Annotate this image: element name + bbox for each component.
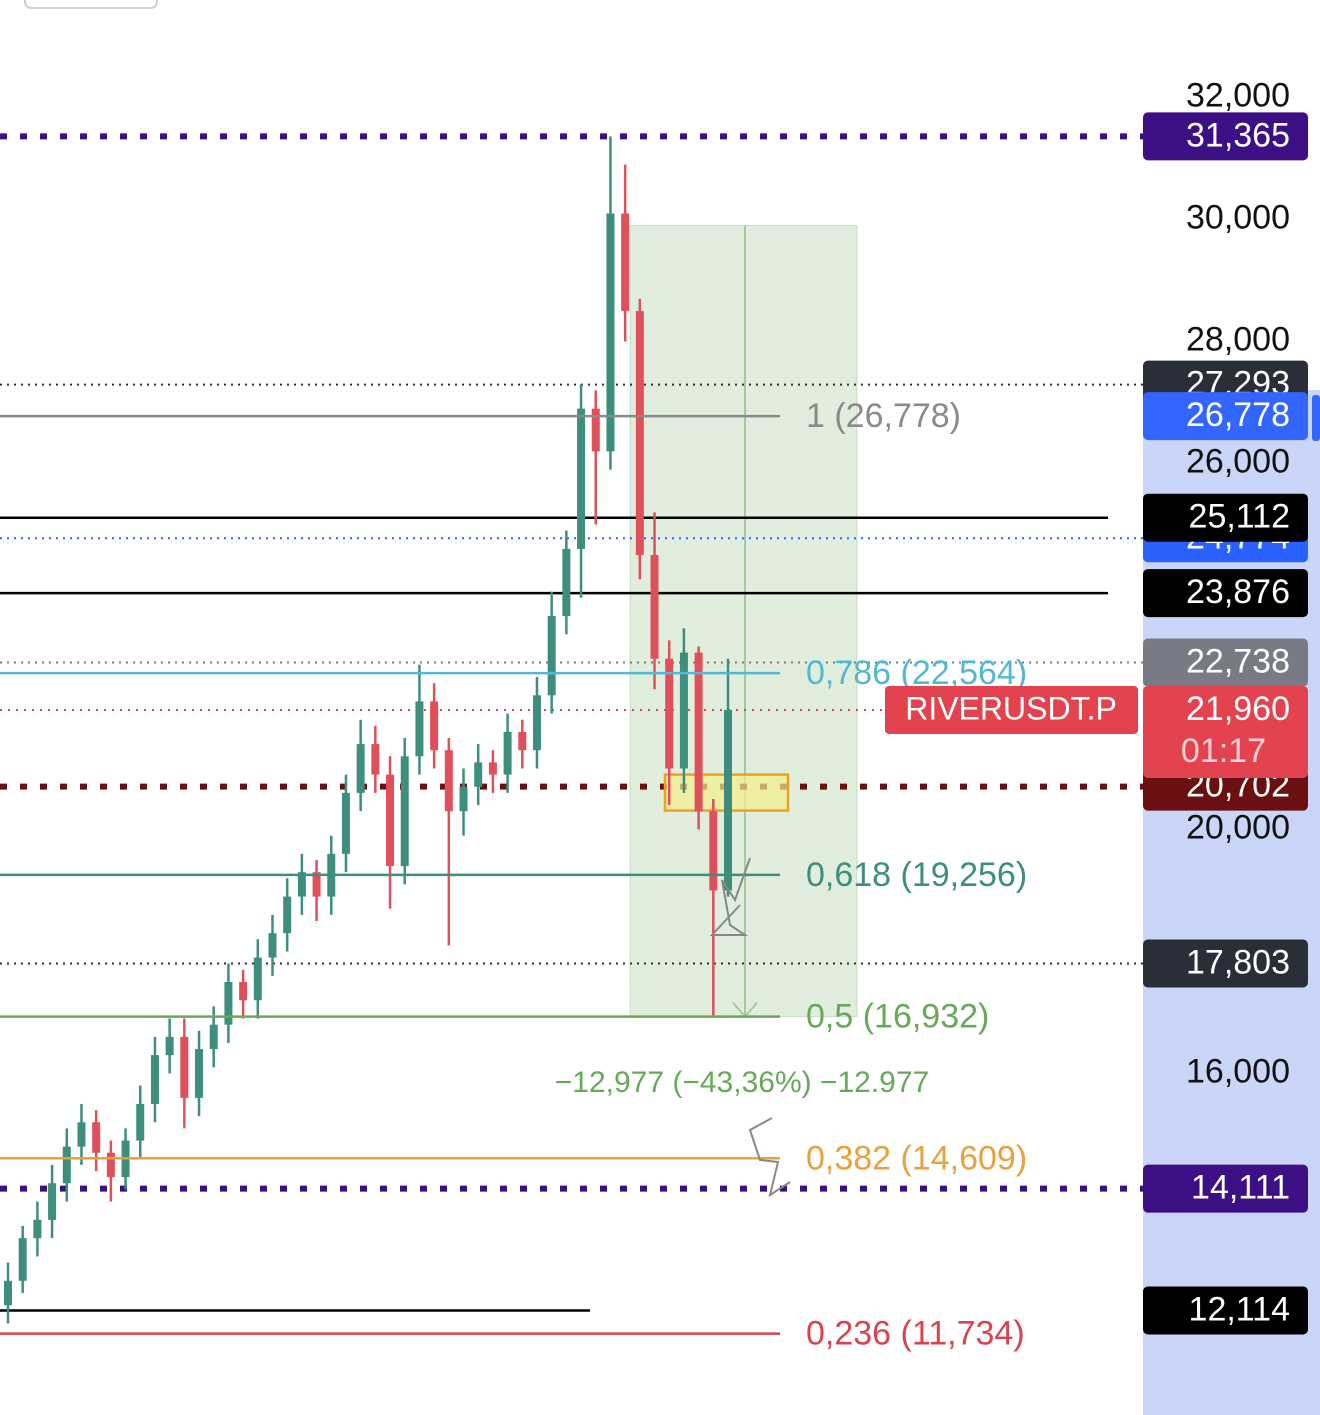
candle-body bbox=[562, 548, 571, 617]
candle-body bbox=[195, 1049, 204, 1098]
candle-body bbox=[209, 1024, 218, 1050]
candle-body bbox=[341, 792, 350, 854]
candle-body bbox=[665, 658, 674, 769]
candle-body bbox=[18, 1238, 27, 1281]
candle-body bbox=[724, 709, 732, 891]
candle-body bbox=[577, 408, 586, 549]
candle-body bbox=[312, 872, 321, 897]
candle-body bbox=[459, 786, 468, 812]
fib-label: 1 (26,778) bbox=[806, 397, 961, 435]
toolbar-button[interactable] bbox=[24, 0, 158, 9]
price-label-box bbox=[1143, 569, 1308, 618]
candle-body bbox=[430, 701, 439, 751]
candle-body bbox=[400, 756, 409, 867]
price-label-text: 31,365 bbox=[1186, 116, 1290, 154]
candle-body bbox=[283, 896, 292, 934]
price-label-text: 17,803 bbox=[1186, 943, 1290, 981]
price-label-box bbox=[1143, 1164, 1308, 1213]
price-label-text: 22,738 bbox=[1186, 642, 1290, 680]
measure-box bbox=[629, 225, 858, 1018]
candle-body bbox=[62, 1146, 71, 1184]
price-label-box bbox=[1143, 939, 1308, 988]
y-tick-label: 20,000 bbox=[1186, 808, 1290, 846]
candle-body bbox=[33, 1219, 42, 1239]
candle-body bbox=[488, 762, 497, 775]
candle-body bbox=[635, 311, 644, 556]
candle-body bbox=[474, 762, 483, 787]
scribble bbox=[709, 857, 751, 936]
measure-label: −12,977 (−43,36%) −12.977 bbox=[555, 1066, 929, 1099]
candle-body bbox=[239, 981, 248, 1001]
candle-body bbox=[92, 1122, 101, 1153]
y-tick-label: 28,000 bbox=[1186, 321, 1290, 359]
candle-body bbox=[415, 701, 424, 757]
y-tick-label: 26,000 bbox=[1186, 443, 1290, 481]
candle-body bbox=[547, 616, 556, 696]
fib-label: 0,618 (19,256) bbox=[806, 856, 1027, 894]
fib-label: 0,5 (16,932) bbox=[806, 998, 989, 1036]
price-label-box bbox=[1143, 638, 1308, 687]
candle-body bbox=[150, 1055, 159, 1104]
y-tick-label: 16,000 bbox=[1186, 1052, 1290, 1090]
price-label-text: 14,111 bbox=[1191, 1169, 1290, 1207]
fib-label: 0,786 (22,564) bbox=[806, 654, 1027, 692]
candle-body bbox=[679, 652, 688, 769]
candle-body bbox=[606, 213, 615, 452]
candle-body bbox=[503, 731, 512, 775]
price-label-text: 23,876 bbox=[1186, 573, 1290, 611]
scribble bbox=[748, 1117, 791, 1198]
price-label-text: 12,114 bbox=[1189, 1290, 1290, 1328]
candle-body bbox=[591, 408, 600, 452]
candle-body bbox=[165, 1036, 174, 1056]
fib-label: 0,382 (14,609) bbox=[806, 1139, 1027, 1177]
price-label-box bbox=[1143, 493, 1308, 542]
candle-body bbox=[180, 1036, 189, 1098]
candle-body bbox=[253, 957, 262, 1001]
candle-body bbox=[48, 1183, 57, 1220]
candle-body bbox=[297, 872, 306, 897]
fib-label: 0,236 (11,734) bbox=[806, 1315, 1025, 1353]
candle-body bbox=[4, 1280, 12, 1306]
axis-handle[interactable] bbox=[1312, 395, 1320, 441]
candle-body bbox=[444, 750, 453, 812]
candle-body bbox=[356, 744, 365, 793]
candle-body bbox=[709, 811, 718, 891]
candle-body bbox=[106, 1152, 115, 1178]
countdown-text: 01:17 bbox=[1181, 732, 1266, 770]
price-label-box bbox=[1143, 1286, 1308, 1335]
y-tick-label: 30,000 bbox=[1186, 199, 1290, 237]
fib-axis-label-text: 26,778 bbox=[1186, 396, 1290, 434]
candle-body bbox=[386, 774, 395, 867]
price-label-text: 25,112 bbox=[1189, 498, 1290, 536]
price-label-box bbox=[1143, 112, 1308, 161]
candle-body bbox=[136, 1103, 145, 1141]
candle-body bbox=[694, 652, 703, 812]
y-tick-label: 32,000 bbox=[1186, 77, 1290, 115]
candle-body bbox=[518, 731, 527, 751]
candle-body bbox=[268, 933, 277, 958]
candle-body bbox=[224, 981, 233, 1025]
current-price-text: 21,960 bbox=[1186, 690, 1290, 728]
candle-body bbox=[650, 555, 659, 659]
fib-axis-label-box bbox=[1143, 392, 1308, 441]
candle-body bbox=[532, 695, 541, 751]
symbol-label: RIVERUSDT.P bbox=[905, 690, 1117, 726]
candle-body bbox=[621, 213, 630, 312]
current-price-box bbox=[1143, 685, 1308, 778]
symbol-box bbox=[885, 685, 1138, 734]
candle-body bbox=[77, 1122, 86, 1147]
candle-body bbox=[371, 744, 380, 775]
